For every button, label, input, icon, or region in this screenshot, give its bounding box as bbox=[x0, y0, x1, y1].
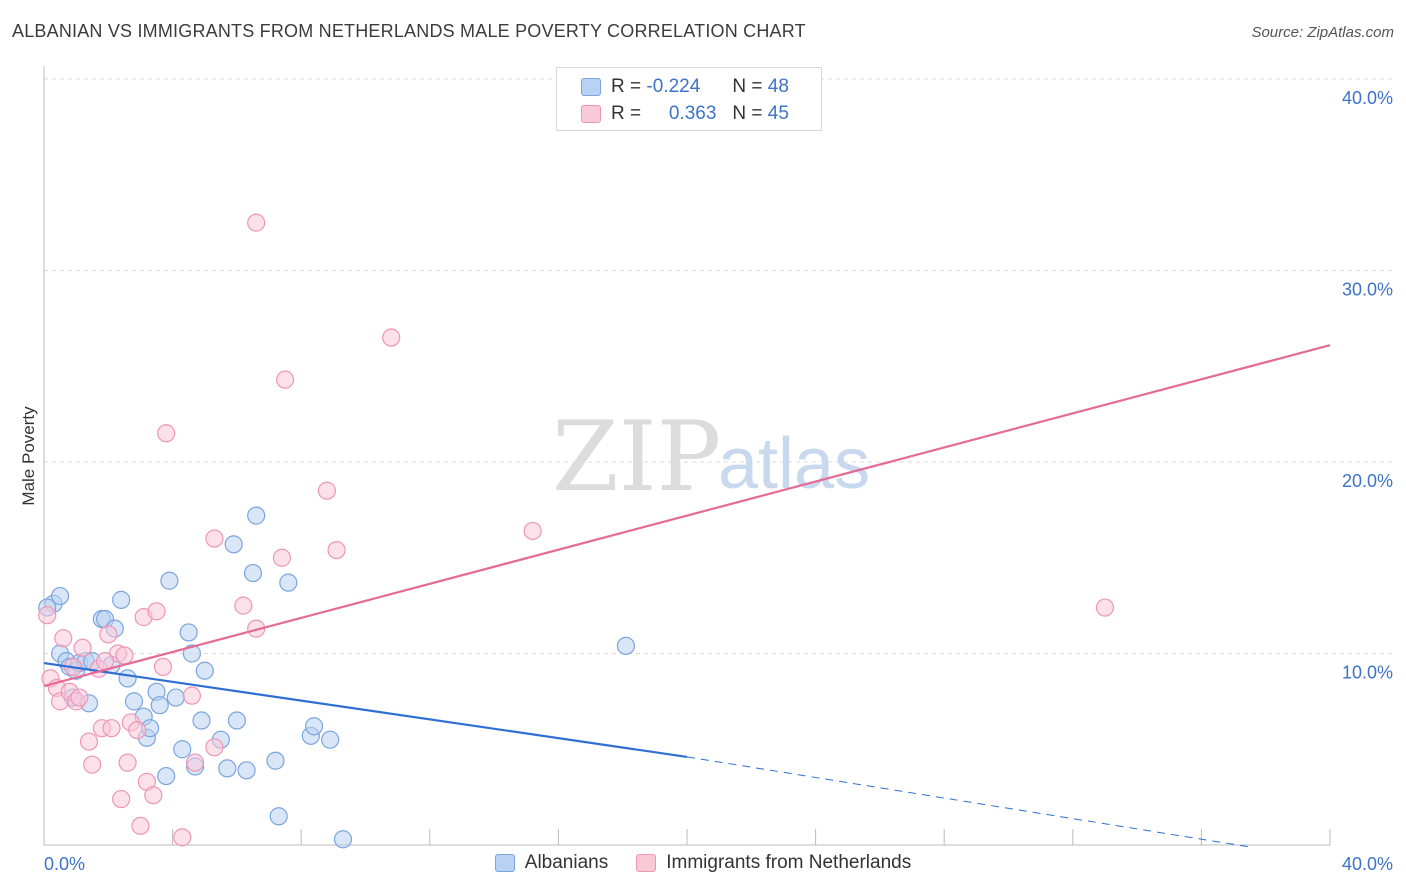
data-point bbox=[192, 711, 211, 730]
data-point bbox=[272, 548, 292, 567]
data-point bbox=[118, 669, 137, 688]
data-point bbox=[205, 738, 224, 757]
data-point bbox=[279, 573, 298, 592]
data-point bbox=[99, 625, 118, 644]
data-point bbox=[115, 646, 134, 665]
source-credit: Source: ZipAtlas.com bbox=[1251, 24, 1394, 41]
legend-r-label: R = bbox=[611, 103, 642, 124]
correlation-legend: R = -0.224 N = 48 R = 0.363 N = 45 bbox=[556, 67, 822, 131]
pink-swatch-icon bbox=[636, 854, 657, 872]
data-point bbox=[333, 830, 353, 849]
data-point bbox=[269, 807, 288, 826]
y-axis-label: Male Poverty bbox=[19, 406, 38, 506]
chart-title: ALBANIAN VS IMMIGRANTS FROM NETHERLANDS … bbox=[12, 21, 806, 41]
trend-line-albanians-extrapolated bbox=[686, 756, 1250, 848]
data-point bbox=[1095, 598, 1115, 617]
data-point bbox=[227, 711, 246, 730]
data-point bbox=[317, 481, 337, 500]
data-point bbox=[102, 719, 121, 738]
data-point bbox=[157, 766, 176, 786]
data-point bbox=[195, 661, 214, 680]
trend-lines bbox=[43, 344, 1331, 848]
y-tick-label: 10.0% bbox=[1342, 663, 1393, 683]
data-point bbox=[182, 686, 201, 705]
data-point bbox=[234, 596, 253, 615]
data-point bbox=[616, 636, 636, 655]
data-point bbox=[182, 644, 201, 663]
data-points bbox=[38, 213, 1115, 849]
x-tick-label: 40.0% bbox=[1342, 854, 1393, 874]
legend-item-label: Immigrants from Netherlands bbox=[666, 852, 912, 873]
data-point bbox=[205, 529, 224, 548]
legend-item-label: Albanians bbox=[524, 852, 609, 873]
legend-n-label: N = bbox=[732, 103, 763, 124]
data-point bbox=[160, 571, 179, 590]
x-tick-labels: 0.0% 40.0% bbox=[44, 854, 1393, 874]
data-point bbox=[70, 688, 89, 707]
legend-r-value: 0.363 bbox=[668, 103, 717, 124]
data-point bbox=[179, 623, 198, 642]
data-point bbox=[50, 586, 70, 606]
data-point bbox=[131, 816, 150, 835]
data-point bbox=[79, 732, 99, 751]
trend-line-albanians bbox=[43, 661, 688, 758]
data-point bbox=[218, 759, 237, 778]
watermark-atlas: atlas bbox=[718, 424, 870, 504]
data-point bbox=[147, 602, 166, 621]
legend-row-albanians: R = -0.224 N = 48 bbox=[581, 75, 789, 99]
data-point bbox=[266, 751, 285, 770]
data-point bbox=[173, 828, 192, 847]
legend-n-value: 45 bbox=[767, 103, 789, 124]
blue-swatch-icon bbox=[581, 78, 601, 96]
data-point bbox=[118, 753, 137, 772]
data-point bbox=[150, 696, 169, 715]
data-point bbox=[128, 720, 147, 740]
data-point bbox=[173, 740, 192, 759]
y-tick-label: 40.0% bbox=[1342, 88, 1393, 108]
data-point bbox=[247, 213, 266, 232]
trend-line-netherlands bbox=[43, 344, 1331, 688]
data-point bbox=[124, 692, 144, 711]
data-point bbox=[112, 789, 131, 809]
y-tick-label: 20.0% bbox=[1342, 471, 1393, 491]
data-point bbox=[54, 629, 73, 648]
series-legend: Albanians Immigrants from Netherlands bbox=[0, 852, 1406, 874]
data-point bbox=[237, 761, 256, 780]
data-point bbox=[112, 590, 131, 609]
y-tick-label: 30.0% bbox=[1342, 280, 1393, 300]
data-point bbox=[243, 563, 263, 583]
axes bbox=[43, 66, 1331, 846]
legend-r-value: -0.224 bbox=[646, 76, 701, 97]
watermark-zip: ZIP bbox=[552, 401, 721, 513]
legend-item-albanians: Albanians bbox=[494, 852, 609, 874]
legend-row-netherlands: R = 0.363 N = 45 bbox=[581, 102, 789, 126]
data-point bbox=[186, 753, 205, 772]
data-point bbox=[83, 755, 102, 774]
data-point bbox=[382, 328, 401, 347]
data-point bbox=[276, 370, 295, 389]
legend-item-netherlands: Immigrants from Netherlands bbox=[636, 852, 911, 874]
blue-swatch-icon bbox=[494, 854, 515, 872]
data-point bbox=[166, 688, 185, 707]
data-point bbox=[224, 535, 243, 554]
data-point bbox=[523, 521, 542, 541]
pink-swatch-icon bbox=[581, 105, 601, 123]
legend-r-label: R = bbox=[611, 76, 642, 97]
series-netherlands bbox=[38, 213, 1115, 847]
data-point bbox=[38, 606, 57, 625]
data-point bbox=[153, 657, 173, 677]
y-tick-labels: 10.0% 20.0% 30.0% 40.0% bbox=[1342, 88, 1393, 683]
data-point bbox=[157, 424, 176, 443]
legend-n-label: N = bbox=[732, 76, 763, 97]
data-point bbox=[144, 786, 163, 805]
data-point bbox=[304, 717, 324, 736]
x-tick-label: 0.0% bbox=[44, 854, 85, 874]
legend-n-value: 48 bbox=[767, 76, 789, 97]
data-point bbox=[327, 540, 346, 560]
data-point bbox=[321, 730, 340, 749]
data-point bbox=[73, 638, 92, 657]
data-point bbox=[95, 652, 115, 671]
data-point bbox=[247, 506, 266, 525]
